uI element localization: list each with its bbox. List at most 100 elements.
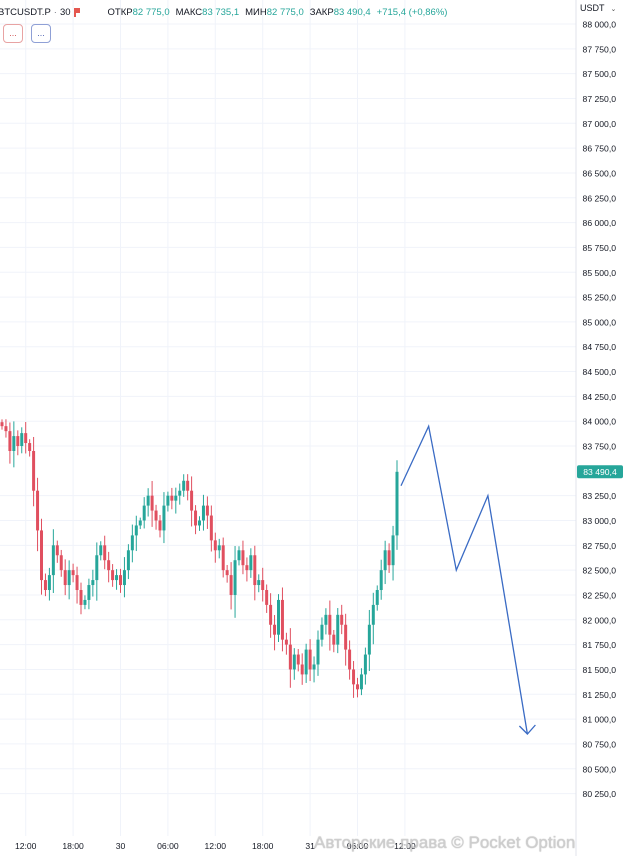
candle-body bbox=[198, 520, 201, 526]
candle-body bbox=[249, 555, 253, 571]
candle-body bbox=[280, 599, 284, 640]
candle-body bbox=[213, 540, 217, 551]
price-tick-label: 83 000,0 bbox=[583, 516, 617, 526]
time-tick-label: 18:00 bbox=[62, 841, 84, 851]
candle-body bbox=[47, 575, 51, 591]
price-tick-label: 84 500,0 bbox=[583, 367, 617, 377]
candle-body bbox=[253, 555, 257, 586]
candle-body bbox=[174, 495, 178, 501]
candle-body bbox=[229, 575, 233, 595]
indicator-button-blue[interactable]: ... bbox=[31, 24, 51, 43]
price-tick-label: 81 000,0 bbox=[583, 715, 617, 725]
candle-body bbox=[316, 639, 320, 665]
price-tick-label: 86 750,0 bbox=[583, 144, 617, 154]
candle-body bbox=[367, 624, 371, 655]
price-tick-label: 80 250,0 bbox=[583, 789, 617, 799]
candle-body bbox=[186, 480, 190, 491]
candle-body bbox=[126, 550, 130, 571]
candle-body bbox=[28, 443, 32, 451]
candle-body bbox=[312, 664, 316, 670]
low-label: МИН bbox=[245, 6, 267, 18]
candle-body bbox=[320, 624, 324, 640]
price-tick-label: 85 750,0 bbox=[583, 243, 617, 253]
candle-body bbox=[4, 426, 8, 432]
candle-body bbox=[233, 560, 237, 595]
candle-body bbox=[8, 431, 12, 451]
candle-body bbox=[130, 535, 134, 551]
candle-body bbox=[292, 654, 296, 670]
last-price-value: 83 490,4 bbox=[583, 467, 617, 477]
candle-body bbox=[71, 570, 75, 576]
candle-body bbox=[20, 433, 24, 447]
candle-body bbox=[107, 560, 111, 571]
candle-body bbox=[375, 590, 379, 605]
time-tick-label: 12:00 bbox=[205, 841, 227, 851]
price-tick-label: 82 000,0 bbox=[583, 615, 617, 625]
candle-body bbox=[391, 535, 395, 566]
candle-body bbox=[95, 555, 99, 581]
time-tick-label: 30 bbox=[116, 841, 126, 851]
candle-body bbox=[273, 624, 277, 635]
candle-body bbox=[75, 575, 79, 591]
chevron-down-icon: ⌄ bbox=[610, 6, 617, 13]
indicator-button-red[interactable]: ... bbox=[3, 24, 23, 43]
price-tick-label: 83 750,0 bbox=[583, 442, 617, 452]
candle-body bbox=[205, 505, 209, 516]
price-tick-label: 85 000,0 bbox=[583, 317, 617, 327]
candle-body bbox=[284, 639, 288, 645]
candle-body bbox=[91, 580, 95, 586]
candle-body bbox=[40, 530, 43, 581]
candle-body bbox=[257, 580, 261, 586]
currency-selector[interactable]: USDT ⌄ bbox=[580, 3, 616, 13]
candle-body bbox=[352, 669, 356, 685]
watermark-copyright: Авторские права © Pocket Option bbox=[314, 833, 576, 852]
interval-label[interactable]: 30 bbox=[59, 6, 71, 18]
candle-body bbox=[51, 545, 55, 576]
price-tick-label: 85 250,0 bbox=[583, 293, 617, 303]
candle-body bbox=[336, 614, 340, 645]
candle-body bbox=[245, 565, 249, 571]
price-tick-label: 88 000,0 bbox=[583, 20, 617, 30]
candle-body bbox=[217, 545, 221, 551]
price-axis[interactable]: 88 000,0 87 750,0 87 500,0 87 250,0 87 000,0… bbox=[583, 20, 617, 800]
candle-body bbox=[103, 545, 107, 561]
candle-body bbox=[221, 545, 225, 571]
candle-body bbox=[32, 450, 36, 491]
time-tick-label: 12:00 bbox=[15, 841, 37, 851]
candle-body bbox=[0, 422, 4, 427]
candle-body bbox=[277, 599, 280, 635]
candle-body bbox=[122, 570, 126, 586]
price-tick-label: 85 500,0 bbox=[583, 268, 617, 278]
forecast-drawing[interactable] bbox=[400, 424, 536, 735]
candle-body bbox=[182, 480, 186, 491]
forecast-line[interactable] bbox=[400, 424, 529, 735]
price-tick-label: 82 250,0 bbox=[583, 590, 617, 600]
candle-body bbox=[225, 570, 229, 576]
candle-body bbox=[269, 604, 273, 625]
candle-body bbox=[115, 575, 119, 581]
candle-body bbox=[142, 505, 146, 521]
candle-body bbox=[154, 510, 158, 521]
candle-body bbox=[194, 510, 198, 526]
symbol-name[interactable]: BTCUSDT.P bbox=[0, 6, 51, 18]
price-tick-label: 86 250,0 bbox=[583, 193, 617, 203]
candle-body bbox=[261, 580, 265, 591]
candle-body bbox=[63, 570, 67, 586]
candle-body bbox=[12, 436, 16, 451]
time-axis[interactable]: 12:00 18:00 30 06:00 12:00 18:00 31 06:00 12:00 bbox=[15, 841, 416, 851]
price-tick-label: 80 750,0 bbox=[583, 739, 617, 749]
price-tick-label: 87 000,0 bbox=[583, 119, 617, 129]
time-tick-label: 18:00 bbox=[252, 841, 274, 851]
candle-body bbox=[359, 674, 363, 690]
candle-body bbox=[344, 624, 348, 650]
candle-body bbox=[190, 490, 194, 511]
candle-body bbox=[201, 505, 205, 521]
price-tick-label: 84 000,0 bbox=[583, 417, 617, 427]
legend-separator: · bbox=[53, 6, 57, 18]
candle-body bbox=[67, 570, 71, 586]
candle-body bbox=[324, 614, 328, 625]
candle-body bbox=[348, 649, 352, 670]
